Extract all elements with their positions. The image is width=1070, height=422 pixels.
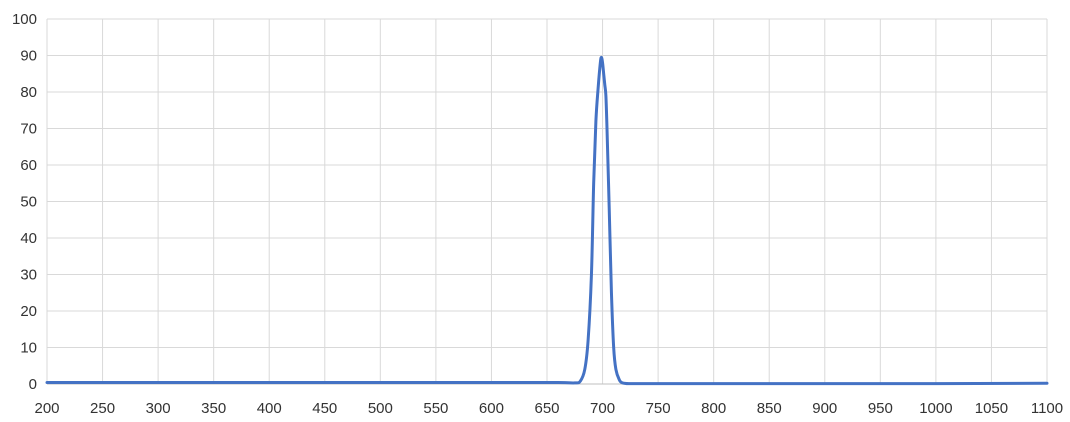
x-tick-label: 650 bbox=[534, 400, 559, 417]
label-layer: 0 10 20 30 40 50 60 70 80 90 100 200 250 300 350 400 450… bbox=[12, 11, 1063, 417]
x-tick-label: 400 bbox=[257, 400, 282, 417]
x-tick-label: 450 bbox=[312, 400, 337, 417]
x-tick-label: 800 bbox=[701, 400, 726, 417]
x-tick-label: 200 bbox=[34, 400, 59, 417]
x-tick-label: 600 bbox=[479, 400, 504, 417]
grid-layer bbox=[46, 18, 1048, 384]
x-tick-label: 900 bbox=[812, 400, 837, 417]
x-tick-label: 950 bbox=[868, 400, 893, 417]
series-line-0 bbox=[45, 55, 1049, 386]
y-tick-label: 60 bbox=[20, 157, 37, 174]
x-tick-label: 1000 bbox=[919, 400, 952, 417]
x-tick-label: 750 bbox=[646, 400, 671, 417]
x-tick-label: 550 bbox=[423, 400, 448, 417]
x-tick-label: 1100 bbox=[1031, 400, 1063, 417]
x-tick-label: 700 bbox=[590, 400, 615, 417]
y-tick-label: 70 bbox=[20, 121, 37, 138]
series-layer bbox=[45, 55, 1049, 386]
y-tick-label: 10 bbox=[20, 340, 37, 357]
y-tick-label: 50 bbox=[20, 194, 37, 211]
y-tick-label: 90 bbox=[20, 48, 37, 65]
x-tick-label: 250 bbox=[90, 400, 115, 417]
y-tick-label: 80 bbox=[20, 84, 37, 101]
x-tick-label: 300 bbox=[146, 400, 171, 417]
x-tick-label: 850 bbox=[757, 400, 782, 417]
y-tick-label: 30 bbox=[20, 267, 37, 284]
y-tick-label: 0 bbox=[29, 376, 37, 393]
x-tick-label: 1050 bbox=[975, 400, 1008, 417]
y-tick-label: 40 bbox=[20, 230, 37, 247]
y-tick-label: 100 bbox=[12, 11, 37, 28]
x-tick-label: 500 bbox=[368, 400, 393, 417]
x-tick-label: 350 bbox=[201, 400, 226, 417]
y-tick-label: 20 bbox=[20, 303, 37, 320]
